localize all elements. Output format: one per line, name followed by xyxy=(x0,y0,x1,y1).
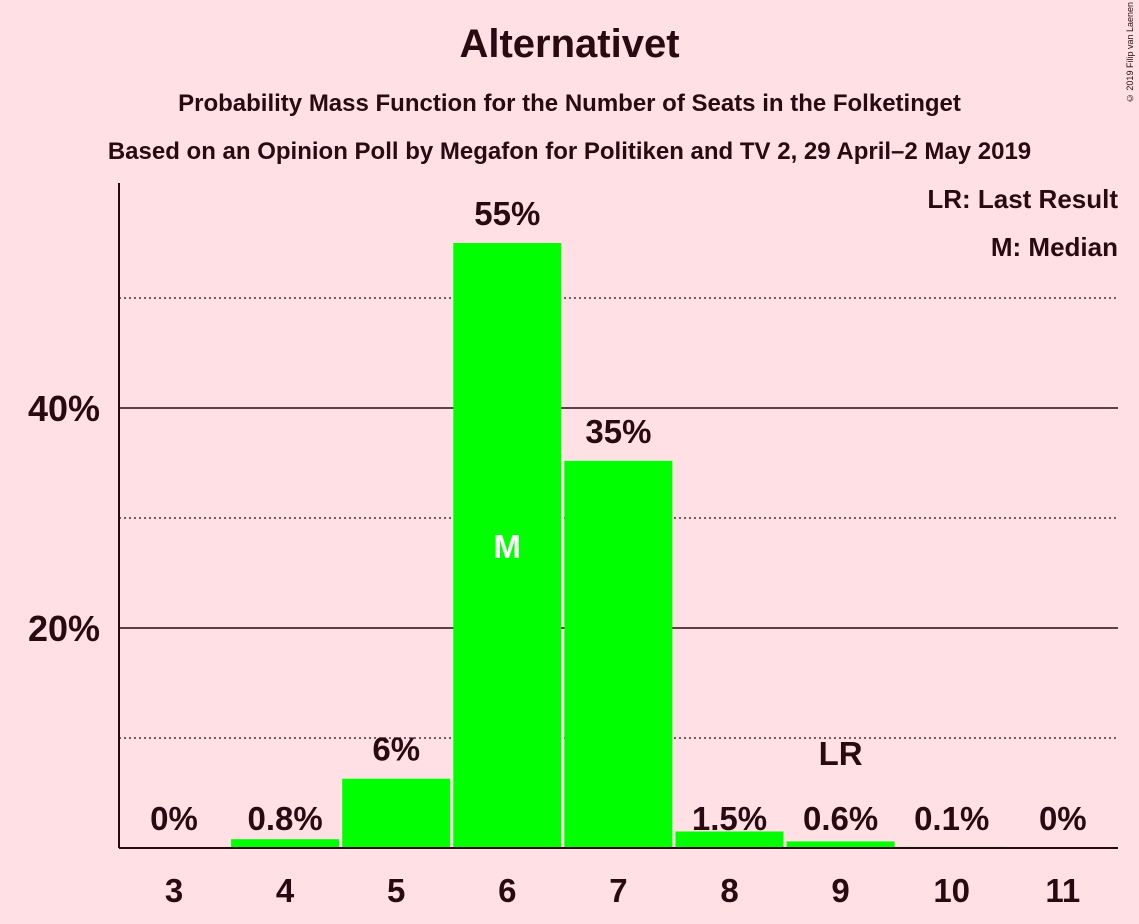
x-tick-label: 8 xyxy=(720,872,738,909)
data-label: 0.1% xyxy=(914,800,989,837)
x-tick-label: 10 xyxy=(933,872,970,909)
y-tick-label: 40% xyxy=(28,388,100,429)
x-tick-label: 9 xyxy=(831,872,849,909)
bar-seats-9 xyxy=(786,841,895,848)
data-label: 6% xyxy=(372,731,420,768)
bar-seats-5 xyxy=(342,778,451,848)
data-label: 55% xyxy=(474,195,540,232)
chart-subtitle: Probability Mass Function for the Number… xyxy=(178,90,961,117)
data-label: 1.5% xyxy=(692,800,767,837)
x-tick-label: 4 xyxy=(276,872,295,909)
data-label: 0.6% xyxy=(803,800,878,837)
data-label: 0% xyxy=(150,800,198,837)
legend-last-result: LR: Last Result xyxy=(927,184,1118,214)
x-tick-label: 7 xyxy=(609,872,627,909)
bar-seats-8 xyxy=(675,831,784,848)
bar-seats-6 xyxy=(453,243,562,848)
chart-title: Alternativet xyxy=(459,22,680,66)
data-label: 35% xyxy=(585,413,651,450)
x-tick-label: 3 xyxy=(165,872,183,909)
bar-seats-7 xyxy=(564,460,673,848)
x-tick-label: 11 xyxy=(1045,872,1080,909)
x-tick-label: 5 xyxy=(387,872,405,909)
chart-source-subtitle: Based on an Opinion Poll by Megafon for … xyxy=(107,138,1032,165)
median-marker: M xyxy=(494,528,522,565)
data-label: 0.8% xyxy=(247,800,322,837)
bar-seats-4 xyxy=(231,839,340,848)
legend-median: M: Median xyxy=(990,232,1118,262)
y-tick-label: 20% xyxy=(28,608,100,649)
x-tick-label: 6 xyxy=(498,872,516,909)
data-label: 0% xyxy=(1039,800,1087,837)
last-result-marker: LR xyxy=(819,735,863,772)
